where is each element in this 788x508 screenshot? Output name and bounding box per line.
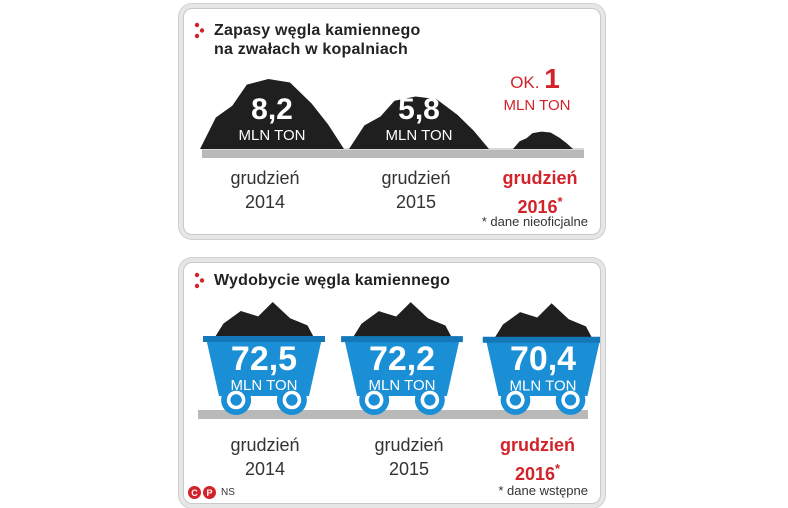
wheel-hub (564, 394, 577, 406)
coal-pile-2 (349, 96, 489, 149)
unit-label: MLN TON (510, 377, 577, 394)
output-panel: Wydobycie węgla kamiennego 72,5 MLN TON 72… (183, 262, 601, 504)
output-caption-month: grudzień (374, 435, 444, 455)
cart-rim (203, 336, 325, 342)
unit-label: MLN TON (504, 97, 571, 114)
value-label: 72,2 (369, 340, 435, 378)
output-caption-2015: grudzień 2015 (344, 433, 474, 481)
stocks-caption-2015: grudzień 2015 (351, 166, 481, 214)
unit-label: MLN TON (386, 127, 453, 144)
cart-coal-2 (348, 302, 456, 345)
wheel-hub (424, 394, 436, 406)
rail-track (198, 410, 588, 419)
unit-label: MLN TON (369, 377, 436, 394)
output-caption-month: grudzień (230, 435, 300, 455)
stocks-title: Zapasy węgla kamiennego na zwałach w kop… (194, 21, 420, 59)
output-caption-year: 2014 (244, 459, 286, 479)
stocks-caption-month: grudzień (381, 168, 451, 188)
coal-pile-3 (513, 131, 573, 149)
mine-cart-1 (206, 338, 322, 396)
wheel-hub (230, 394, 242, 406)
output-caption-month: grudzień (500, 435, 575, 455)
stocks-caption-year: 2015 (395, 192, 437, 212)
value-label: 8,2 (251, 93, 293, 126)
value-label: 70,4 (510, 340, 576, 378)
stocks-caption-2014: grudzień 2014 (200, 166, 330, 214)
stocks-caption-star: * (557, 194, 563, 209)
cart-rim (341, 336, 463, 343)
output-caption-year: 2015 (388, 459, 430, 479)
unit-label: MLN TON (231, 377, 298, 394)
value-label: OK. 1 (510, 63, 560, 94)
mine-cart-3 (485, 338, 600, 396)
unit-label: MLN TON (239, 127, 306, 144)
stocks-caption-year: 2014 (244, 192, 286, 212)
agency-credit: C P NS (188, 486, 235, 499)
cart-coal-3 (490, 303, 596, 345)
stocks-caption-2016: grudzień 2016* (485, 166, 595, 219)
bullet-icon (194, 22, 205, 39)
output-caption-star: * (554, 461, 561, 476)
output-caption-2016: grudzień 2016* (480, 433, 595, 486)
cart-coal-1 (210, 302, 318, 344)
wheel-hub (368, 394, 380, 406)
value-label: 5,8 (398, 93, 440, 126)
mine-cart-2 (344, 338, 460, 396)
coal-pile-1 (200, 79, 344, 149)
output-title: Wydobycie węgla kamiennego (194, 271, 450, 290)
value-label: 72,5 (231, 340, 297, 378)
agency-name: NS (221, 487, 235, 498)
output-title-line: Wydobycie węgla kamiennego (214, 272, 451, 289)
ground-base (202, 149, 584, 158)
stocks-caption-month: grudzień (502, 168, 578, 188)
value-prefix: OK. (510, 73, 544, 92)
bullet-icon (194, 272, 205, 289)
output-caption-year: 2016 (514, 464, 555, 484)
wheel-hub (286, 394, 298, 406)
stocks-caption-month: grudzień (230, 168, 300, 188)
ground-strip (202, 148, 584, 158)
value-number: 1 (544, 63, 560, 94)
output-footnote: * dane wstępne (498, 483, 588, 498)
stocks-title-line-2: na zwałach w kopalniach (214, 41, 408, 58)
copyright-p-icon: P (203, 486, 216, 499)
copyright-c-icon: C (188, 486, 201, 499)
stocks-title-line-1: Zapasy węgla kamiennego (214, 22, 421, 39)
stocks-panel: Zapasy węgla kamiennego na zwałach w kop… (183, 8, 601, 235)
wheel-hub (509, 394, 522, 406)
stocks-footnote: * dane nieoficjalne (481, 214, 588, 229)
cart-rim (482, 336, 600, 343)
output-caption-2014: grudzień 2014 (200, 433, 330, 481)
stocks-caption-year: 2016 (517, 197, 558, 217)
